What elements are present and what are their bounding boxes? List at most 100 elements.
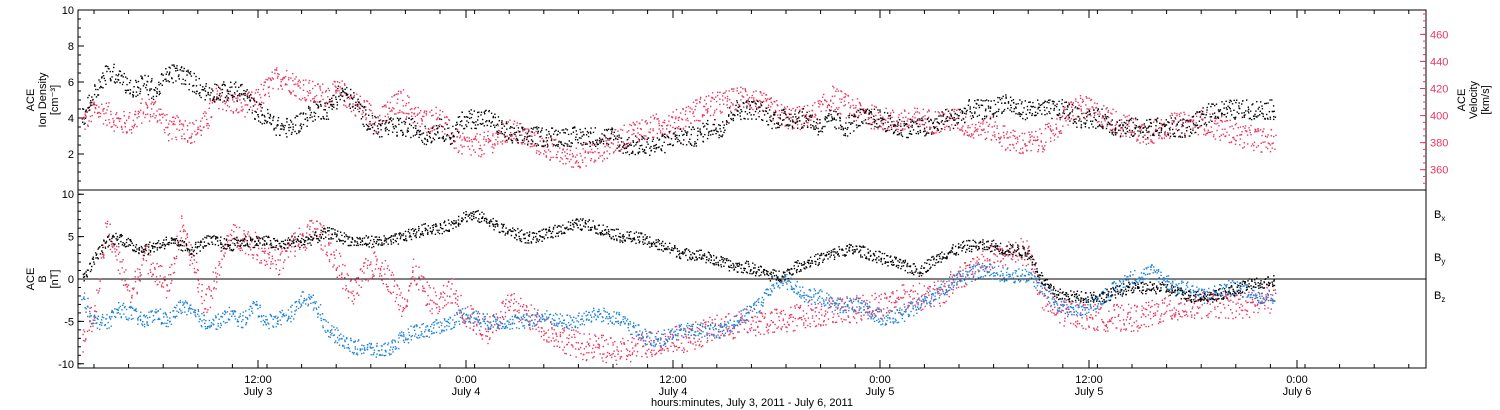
velocity-point [649, 121, 652, 124]
velocity-point [112, 117, 114, 120]
density-point [661, 135, 663, 138]
velocity-point [1078, 104, 1080, 106]
density-point [815, 125, 817, 127]
bz-point [261, 247, 263, 250]
velocity-point [853, 113, 855, 115]
velocity-point [207, 127, 209, 129]
density-point [1118, 124, 1120, 127]
velocity-point [648, 131, 650, 133]
velocity-point [932, 132, 935, 134]
bz-point [195, 272, 197, 274]
density-point [1248, 112, 1250, 114]
velocity-point [767, 104, 770, 106]
velocity-point [1159, 126, 1161, 129]
density-point [1184, 136, 1186, 138]
velocity-point [747, 98, 750, 100]
density-point [877, 126, 880, 128]
density-point [449, 138, 451, 140]
density-point [359, 107, 361, 110]
velocity-point [886, 127, 889, 129]
density-point [690, 133, 692, 136]
density-point [689, 138, 691, 140]
density-point [1225, 107, 1228, 109]
velocity-point [578, 165, 580, 167]
velocity-point [606, 157, 608, 159]
velocity-point [1207, 131, 1209, 133]
density-point [1155, 130, 1157, 132]
density-point [218, 94, 220, 97]
velocity-point [638, 140, 640, 143]
density-point [819, 122, 821, 124]
bz-point [279, 254, 282, 256]
bz-point [109, 223, 111, 225]
velocity-point [374, 121, 377, 123]
bz-point [109, 248, 112, 251]
density-point [792, 116, 794, 118]
bz-point [359, 278, 361, 280]
density-point [1084, 123, 1086, 125]
density-point [147, 75, 149, 77]
velocity-point [1036, 136, 1039, 138]
density-point [84, 117, 87, 119]
velocity-point [1141, 124, 1143, 126]
density-point [514, 131, 516, 134]
velocity-point [617, 144, 619, 147]
density-point [535, 145, 538, 147]
velocity-point [102, 108, 104, 110]
density-point [93, 93, 96, 96]
velocity-point [451, 132, 454, 134]
velocity-point [94, 107, 96, 109]
velocity-point [493, 143, 496, 145]
density-point [346, 94, 348, 96]
density-point [129, 79, 132, 82]
density-point [208, 87, 211, 89]
velocity-point [377, 116, 379, 118]
density-point [284, 124, 286, 127]
density-point [218, 86, 220, 88]
velocity-point [1270, 135, 1273, 137]
velocity-point [966, 131, 968, 133]
velocity-point [255, 89, 257, 91]
velocity-point [397, 93, 399, 95]
density-point [1013, 102, 1015, 104]
density-point [1214, 115, 1217, 118]
velocity-point [387, 113, 389, 115]
velocity-point [594, 160, 597, 162]
velocity-point [1158, 137, 1160, 139]
density-point [992, 114, 995, 116]
density-point [458, 132, 460, 134]
density-point [202, 86, 204, 88]
velocity-point [742, 96, 745, 98]
density-point [461, 120, 463, 122]
velocity-point [1250, 145, 1253, 147]
velocity-point [908, 124, 910, 126]
velocity-point [959, 111, 962, 114]
velocity-point [847, 115, 849, 117]
velocity-point [423, 115, 425, 117]
velocity-point [109, 122, 111, 124]
bz-point [428, 284, 430, 287]
density-point [111, 76, 113, 78]
density-point [737, 110, 739, 112]
velocity-point [247, 93, 249, 95]
velocity-point [562, 149, 564, 151]
bz-point [426, 281, 428, 283]
velocity-point [699, 101, 701, 103]
density-point [168, 73, 171, 75]
bz-point [384, 259, 387, 262]
density-point [283, 127, 285, 129]
velocity-point [961, 130, 964, 132]
velocity-point [692, 112, 694, 115]
density-point [732, 113, 734, 116]
velocity-point [1139, 125, 1141, 128]
density-point [117, 75, 119, 77]
velocity-point [587, 151, 589, 153]
density-point [467, 116, 469, 119]
velocity-point [577, 165, 579, 167]
density-point [477, 124, 479, 126]
density-point [1212, 113, 1214, 115]
density-point [320, 103, 322, 106]
density-point [994, 103, 997, 106]
velocity-point [1031, 135, 1033, 137]
velocity-point [529, 146, 532, 148]
